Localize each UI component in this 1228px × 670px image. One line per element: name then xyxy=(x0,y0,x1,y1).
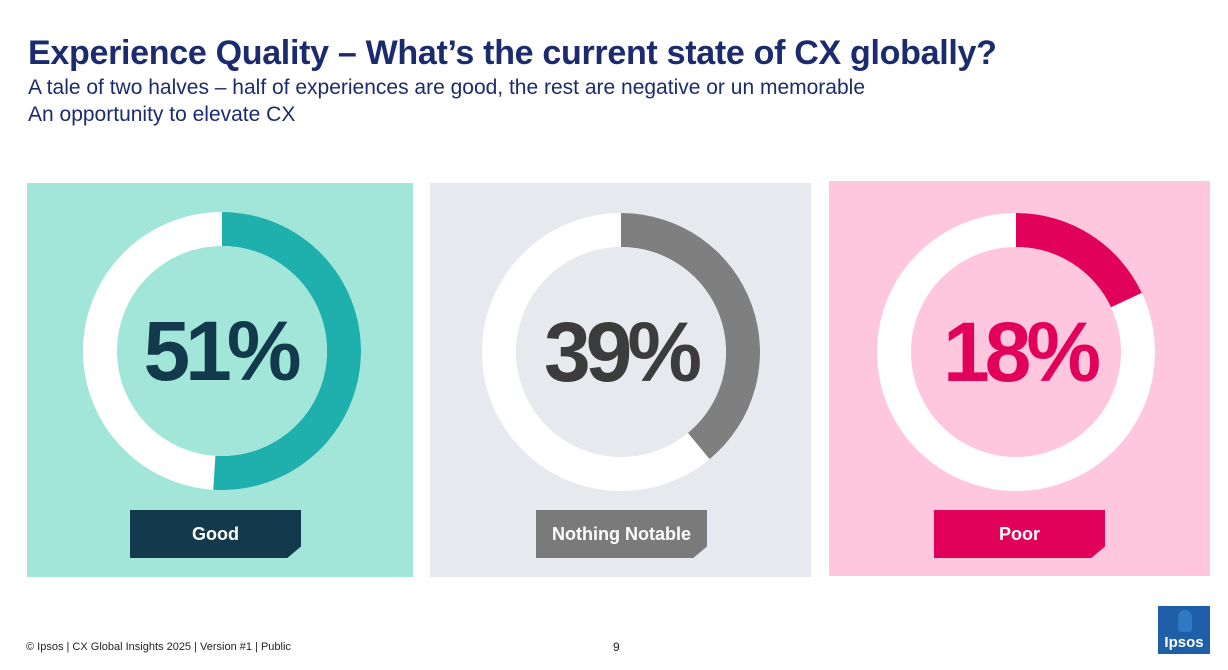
ipsos-logo: Ipsos xyxy=(1158,606,1210,654)
donut-arc-poor xyxy=(1016,213,1142,308)
donut-hole xyxy=(911,247,1121,457)
nothing-notable-panel: 39% Nothing Notable xyxy=(430,183,811,577)
page-subtitle: A tale of two halves – half of experienc… xyxy=(28,76,865,99)
donut-arc-nothing-notable xyxy=(621,213,760,460)
page-subtitle-2: An opportunity to elevate CX xyxy=(28,103,296,126)
logo-head-icon xyxy=(1178,610,1192,632)
donut-arc-good xyxy=(213,212,362,490)
nothing-notable-category-label: Nothing Notable xyxy=(536,510,707,558)
donut-hole xyxy=(117,246,327,456)
poor-donut-chart xyxy=(877,213,1155,491)
donut-hole xyxy=(516,247,726,457)
poor-category-label: Poor xyxy=(934,510,1105,558)
good-category-label: Good xyxy=(130,510,301,558)
poor-panel: 18% Poor xyxy=(829,181,1210,576)
good-donut-chart xyxy=(83,212,362,490)
nothing-notable-value-label: 39% xyxy=(543,305,702,399)
page-title: Experience Quality – What’s the current … xyxy=(28,34,997,72)
page-number: 9 xyxy=(613,640,620,654)
good-panel: 51% Good xyxy=(27,183,413,577)
nothing-notable-donut-chart xyxy=(482,213,760,491)
poor-value-label: 18% xyxy=(942,305,1101,399)
good-value-label: 51% xyxy=(143,304,301,398)
logo-text: Ipsos xyxy=(1164,634,1204,651)
footer-copyright: © Ipsos | CX Global Insights 2025 | Vers… xyxy=(26,641,291,653)
